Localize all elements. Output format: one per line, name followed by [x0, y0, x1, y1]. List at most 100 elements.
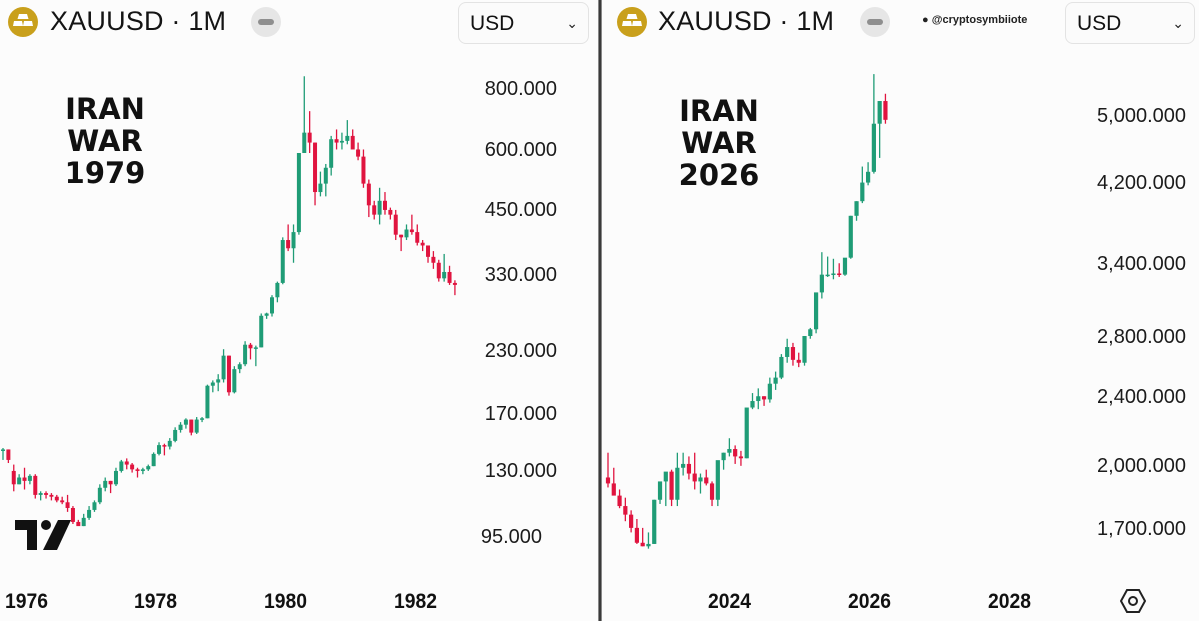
candle	[302, 132, 307, 154]
collapse-toggle-icon[interactable]	[860, 7, 890, 37]
price-tick: 4,200.000	[1097, 172, 1186, 194]
annotation-line1: IRAN WAR	[679, 94, 759, 160]
candle	[237, 364, 242, 370]
price-tick: 95.000	[480, 526, 542, 548]
candle	[634, 527, 639, 543]
candle	[44, 493, 49, 495]
candle	[388, 209, 393, 215]
candle	[686, 463, 692, 474]
candle	[447, 271, 452, 283]
candle	[796, 359, 801, 363]
candle	[243, 344, 248, 365]
time-tick: 1980	[264, 590, 307, 613]
candle	[38, 493, 43, 495]
candle	[640, 542, 645, 547]
candle	[366, 183, 371, 206]
watermark-text: @cryptosymbiiote	[931, 14, 1028, 26]
candle	[124, 461, 129, 465]
candle	[883, 101, 888, 120]
symbol-title[interactable]: XAUUSD · 1M	[658, 6, 835, 36]
candle	[226, 355, 231, 393]
candle	[698, 477, 703, 482]
candle	[860, 182, 865, 202]
collapse-toggle-icon[interactable]	[251, 7, 281, 37]
candle	[70, 507, 75, 522]
candle	[334, 139, 339, 143]
candle	[286, 240, 291, 249]
candle	[157, 445, 162, 454]
chart-panel-1979[interactable]: XAUUSD · 1M USD ⌄ IRAN WAR 1979 800.000 …	[0, 0, 598, 621]
candle	[442, 271, 447, 279]
candle	[756, 396, 761, 402]
symbol-title[interactable]: XAUUSD · 1M	[50, 6, 227, 36]
candle	[65, 502, 70, 508]
price-tick: 170.000	[484, 403, 557, 425]
candle	[617, 495, 622, 507]
candle	[146, 466, 151, 470]
candle	[6, 449, 11, 460]
candle	[296, 153, 301, 233]
candle	[675, 467, 680, 500]
candle	[629, 514, 634, 528]
candle	[307, 132, 312, 143]
candlestick-series[interactable]	[0, 0, 460, 580]
candle	[162, 445, 167, 447]
candle	[339, 140, 344, 143]
candle	[761, 396, 767, 400]
tradingview-logo-icon	[15, 520, 71, 555]
candle	[831, 273, 836, 275]
chart-annotation: IRAN WAR 1979	[30, 93, 180, 189]
price-tick: 2,800.000	[1097, 326, 1186, 348]
time-tick: 2026	[848, 590, 891, 613]
candle	[130, 464, 135, 470]
candle	[825, 274, 830, 277]
candle	[356, 149, 361, 157]
candle	[221, 355, 226, 380]
annotation-line2: 2026	[678, 158, 760, 192]
candle	[275, 282, 280, 298]
candle	[715, 460, 720, 500]
chart-header: XAUUSD · 1M USD ⌄	[0, 0, 598, 48]
currency-select[interactable]: USD ⌄	[458, 2, 589, 44]
candle	[323, 167, 328, 184]
apple-icon: ●	[922, 14, 929, 26]
candle	[140, 469, 145, 471]
price-tick: 230.000	[484, 340, 557, 362]
candle	[436, 262, 441, 279]
time-tick: 2028	[988, 590, 1031, 613]
candle	[681, 463, 686, 468]
candle	[415, 232, 420, 243]
candle	[178, 424, 183, 430]
candle	[313, 142, 318, 193]
time-tick: 1982	[394, 590, 437, 613]
candle	[623, 506, 628, 515]
currency-select[interactable]: USD ⌄	[1065, 2, 1195, 44]
candle	[790, 347, 796, 360]
candle	[291, 232, 296, 249]
candle	[108, 480, 113, 485]
time-tick: 1976	[5, 590, 48, 613]
candle	[173, 429, 178, 441]
candle	[785, 347, 790, 357]
chevron-down-icon: ⌄	[566, 15, 578, 31]
candle	[871, 123, 876, 172]
candle	[210, 382, 215, 386]
gold-bars-icon	[617, 7, 647, 37]
currency-value: USD	[1077, 12, 1122, 35]
time-tick: 1978	[134, 590, 177, 613]
candle	[802, 336, 807, 363]
candle	[1, 449, 5, 451]
candle	[264, 313, 269, 316]
panel-divider	[598, 0, 602, 621]
candle	[866, 171, 871, 183]
candle	[404, 229, 409, 238]
candle	[733, 449, 738, 457]
candle	[657, 481, 663, 500]
candle	[194, 419, 199, 433]
candle	[103, 480, 108, 488]
chart-panel-2026[interactable]: XAUUSD · 1M ● @cryptosymbiiote USD ⌄ IRA…	[602, 0, 1199, 621]
settings-hexagon-icon[interactable]	[1119, 588, 1147, 619]
candle	[813, 292, 819, 330]
candle	[646, 543, 651, 547]
candlestick-series[interactable]	[602, 0, 1042, 580]
